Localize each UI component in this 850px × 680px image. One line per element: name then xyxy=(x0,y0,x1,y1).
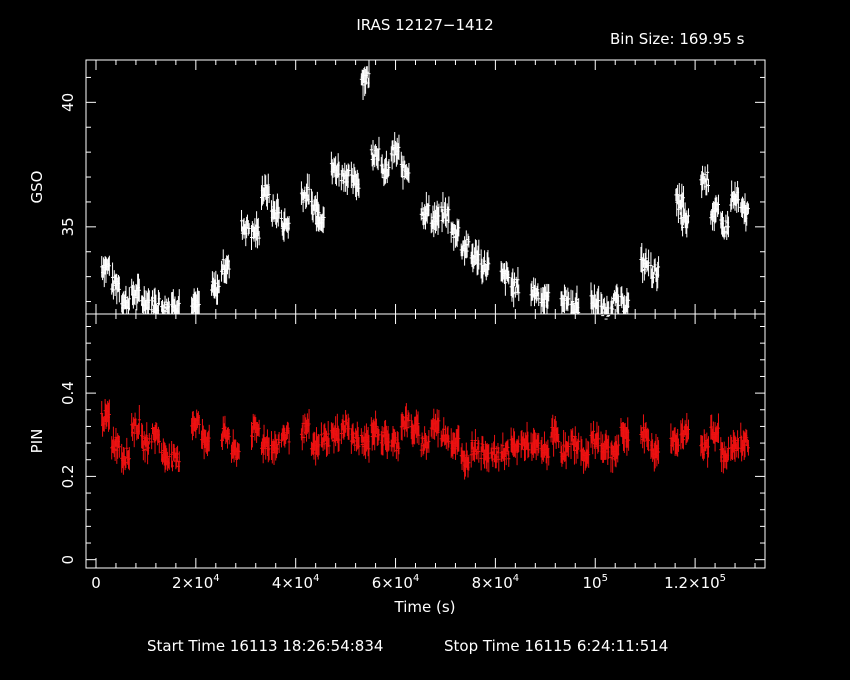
x-tick-label: 0 xyxy=(91,574,101,592)
bin-size-label: Bin Size: 169.95 s xyxy=(610,30,745,48)
x-tick-label: 8×104 xyxy=(472,573,520,592)
y-tick-label: 0.4 xyxy=(59,381,77,405)
pin-series xyxy=(100,399,750,480)
stop-time: Stop Time 16115 6:24:11:514 xyxy=(444,637,669,655)
gso-panel-frame xyxy=(85,59,766,315)
x-tick-label: 2×104 xyxy=(172,573,220,592)
y-tick-label: 40 xyxy=(59,93,77,112)
y-axis-label-gso: GSO xyxy=(28,171,46,204)
x-tick-label: 6×104 xyxy=(372,573,420,592)
y-tick-label: 0 xyxy=(59,555,77,565)
start-time: Start Time 16113 18:26:54:834 xyxy=(147,637,384,655)
x-tick-label: 105 xyxy=(583,573,608,592)
x-tick-label: 1.2×105 xyxy=(664,573,726,592)
y-tick-label: 0.2 xyxy=(59,464,77,488)
pin-panel-frame xyxy=(85,313,766,569)
y-axis-label-pin: PIN xyxy=(28,429,46,454)
y-tick-label: 35 xyxy=(59,217,77,236)
gso-series xyxy=(100,60,750,320)
x-axis-label: Time (s) xyxy=(394,598,456,616)
chart-title: IRAS 12127−1412 xyxy=(356,16,494,34)
x-tick-label: 4×104 xyxy=(272,573,320,592)
